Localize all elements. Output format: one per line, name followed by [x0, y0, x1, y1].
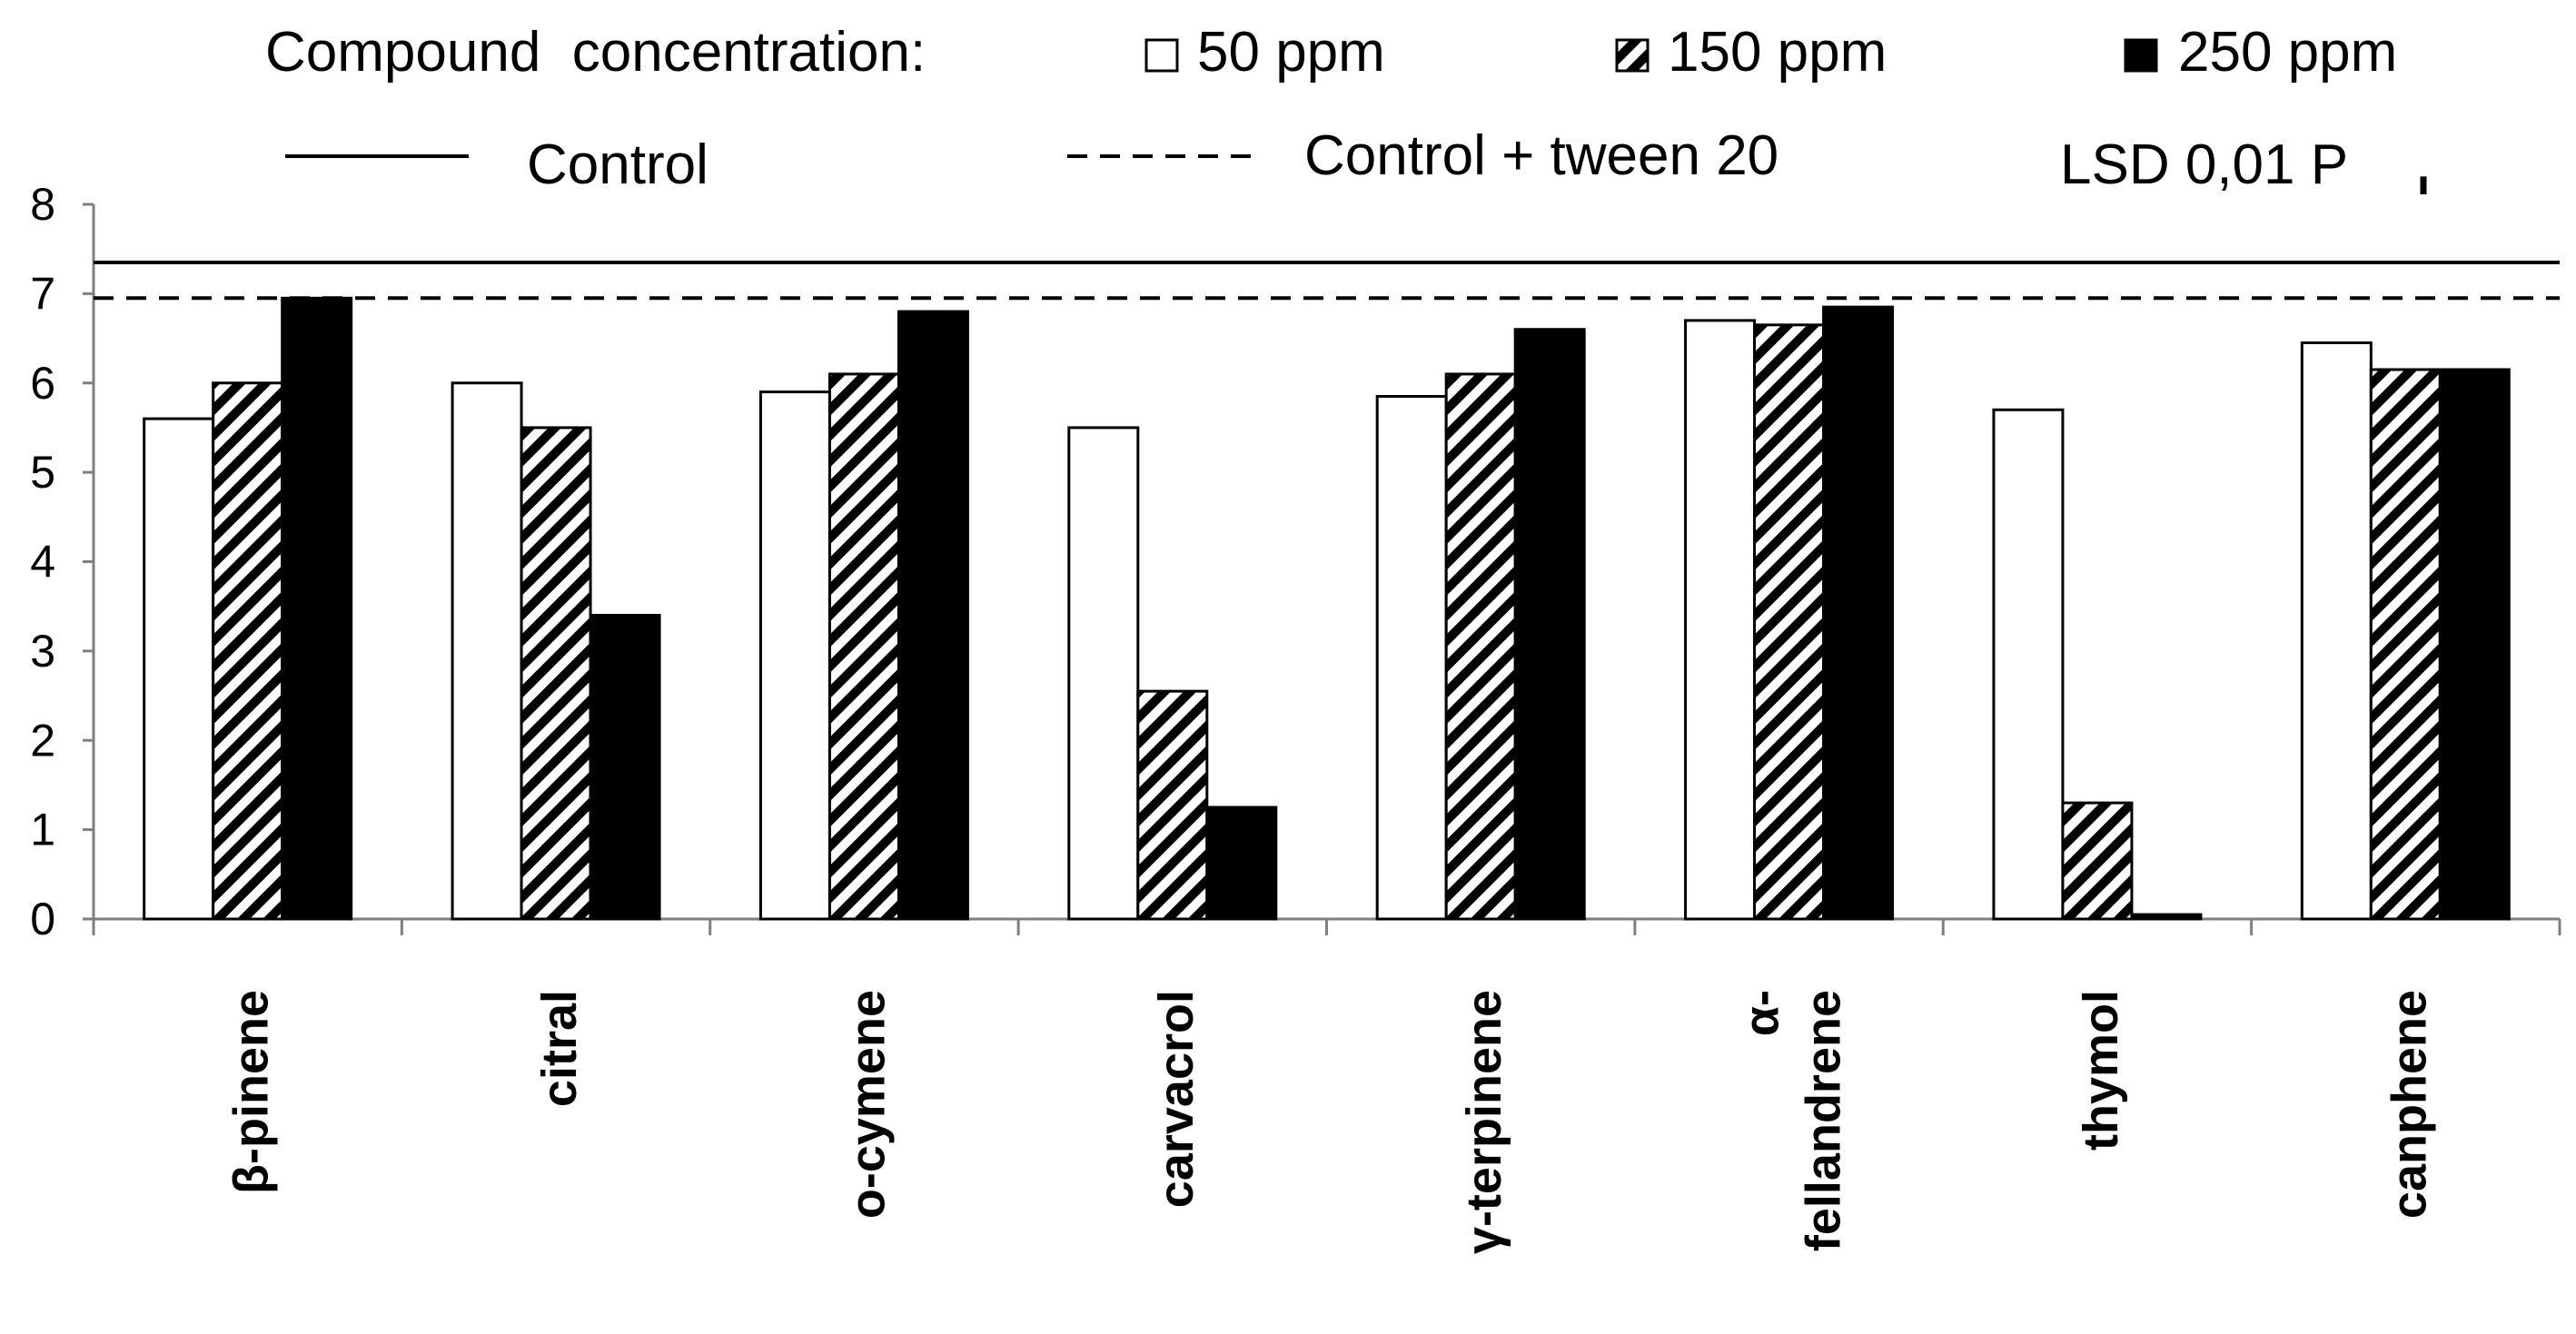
bar-50ppm [758, 390, 831, 921]
bar-150ppm [1444, 372, 1517, 921]
y-tick-label: 8 [30, 179, 55, 230]
bar-250ppm [1205, 805, 1278, 921]
category-label: β-pinene [224, 990, 279, 1194]
y-tick-label: 2 [30, 715, 55, 766]
bar-150ppm [827, 372, 900, 921]
y-tick-label: 5 [30, 447, 55, 498]
legend-label-150ppm: 150 ppm [1668, 21, 1887, 84]
category-label: fellandrene [1797, 990, 1851, 1251]
bar-250ppm [1513, 328, 1586, 921]
legend-label-250ppm: 250 ppm [2178, 21, 2397, 84]
bar-250ppm [281, 296, 353, 921]
bar-250ppm [2130, 913, 2203, 921]
bar-150ppm [1136, 689, 1209, 921]
category-label: citral [532, 990, 587, 1107]
bar-250ppm [589, 614, 661, 921]
legend-label-tween: Control + tween 20 [1304, 124, 1778, 187]
category-labels: β-pinene citral o-cymene carvacrol γ-terpine… [224, 990, 2437, 1254]
bar-150ppm [212, 381, 284, 921]
y-ticks: 0 1 2 3 4 5 6 7 8 [30, 179, 94, 944]
category-label: γ-terpinene [1457, 990, 1511, 1254]
bar-50ppm [1684, 319, 1757, 921]
category-label: o-cymene [840, 990, 895, 1219]
bar-50ppm [1067, 426, 1140, 921]
y-tick-label: 7 [30, 268, 55, 319]
category-label: carvacrol [1149, 990, 1204, 1208]
legend-label-control: Control [527, 133, 708, 196]
legend-swatch-150ppm [1615, 38, 1650, 73]
category-label: canphene [2382, 990, 2436, 1219]
category-label: α- [1735, 990, 1789, 1036]
bar-250ppm [1822, 305, 1895, 921]
y-tick-label: 4 [30, 537, 55, 588]
category-label: thymol [2074, 990, 2128, 1151]
x-ticks [92, 919, 2561, 935]
bars [143, 296, 2511, 921]
legend-label-50ppm: 50 ppm [1197, 21, 1385, 84]
bar-50ppm [143, 417, 215, 921]
bar-150ppm [2369, 368, 2442, 921]
bar-150ppm [1753, 323, 1826, 921]
bar-150ppm [520, 426, 592, 921]
bar-50ppm [451, 381, 523, 921]
legend-title: Compound concentration: [265, 21, 926, 84]
bar-250ppm [2438, 368, 2511, 921]
legend-swatch-250ppm [2124, 38, 2158, 73]
y-tick-label: 0 [30, 894, 55, 944]
bar-50ppm [2300, 341, 2373, 921]
reference-lines [94, 260, 2560, 301]
y-tick-label: 3 [30, 626, 55, 677]
bar-50ppm [1375, 395, 1448, 921]
legend-label-lsd: LSD 0,01 P [2060, 133, 2348, 196]
y-tick-label: 1 [30, 805, 55, 855]
bar-50ppm [1992, 408, 2065, 921]
bar-150ppm [2061, 801, 2134, 921]
legend-swatch-50ppm [1144, 38, 1179, 73]
y-tick-label: 6 [30, 358, 55, 409]
bar-250ppm [897, 310, 969, 921]
